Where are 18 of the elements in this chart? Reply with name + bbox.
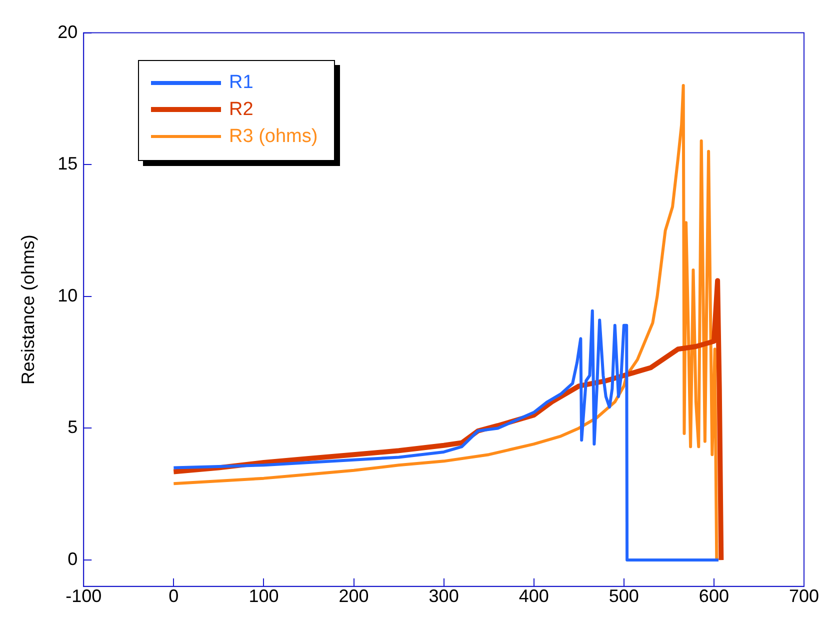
y-tick-label: 5 bbox=[68, 417, 78, 438]
legend-label: R3 (ohms) bbox=[229, 126, 318, 148]
x-tick-label: 500 bbox=[608, 586, 639, 606]
y-tick-label: 0 bbox=[68, 549, 78, 570]
y-tick-label: 15 bbox=[58, 154, 78, 174]
y-axis-title: Resistance (ohms) bbox=[18, 234, 38, 385]
legend-label: R2 bbox=[229, 98, 254, 120]
x-tick-label: 400 bbox=[518, 586, 549, 606]
y-tick-label: 10 bbox=[58, 285, 78, 306]
legend-label: R1 bbox=[229, 72, 254, 94]
x-tick-label: 700 bbox=[788, 586, 820, 606]
x-tick-label: 100 bbox=[248, 586, 279, 606]
x-tick-label: -100 bbox=[66, 586, 102, 606]
y-tick-label: 20 bbox=[58, 22, 78, 42]
x-tick-label: 300 bbox=[428, 586, 459, 606]
x-tick-label: 0 bbox=[168, 586, 179, 606]
x-tick-label: 200 bbox=[338, 586, 369, 606]
x-tick-label: 600 bbox=[698, 586, 729, 606]
